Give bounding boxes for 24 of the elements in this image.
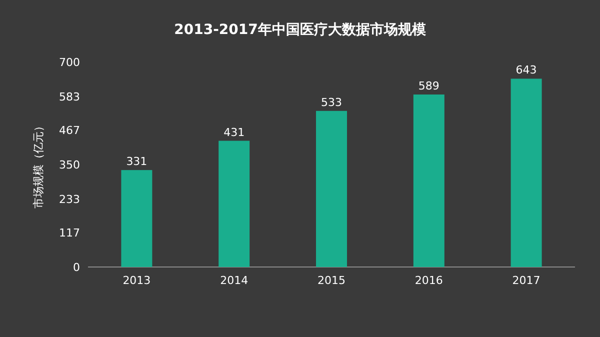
bar [218,140,250,267]
y-tick-label: 350 [59,158,80,172]
chart-title: 2013-2017年中国医疗大数据市场规模 [174,21,427,38]
bar [510,78,542,267]
x-tick-label: 2015 [318,274,346,287]
data-label: 533 [321,96,342,109]
y-tick-label: 583 [59,90,80,104]
y-tick-label: 467 [59,124,80,138]
data-label: 431 [224,126,245,139]
x-tick-label: 2017 [512,274,540,287]
bar [316,110,347,267]
x-tick-label: 2013 [122,274,151,287]
y-tick-label: 117 [59,226,80,240]
data-label: 331 [126,155,148,168]
y-axis-title: 市场规模（亿元） [32,120,45,208]
y-tick-label: 0 [73,261,80,274]
x-tick-label: 2016 [414,274,443,287]
y-tick-label: 700 [59,56,80,69]
data-label: 589 [418,80,440,93]
x-tick-label: 2014 [220,274,248,287]
bar [413,94,444,267]
y-tick-label: 233 [59,192,80,206]
bar [121,170,152,267]
data-label: 643 [516,64,537,77]
